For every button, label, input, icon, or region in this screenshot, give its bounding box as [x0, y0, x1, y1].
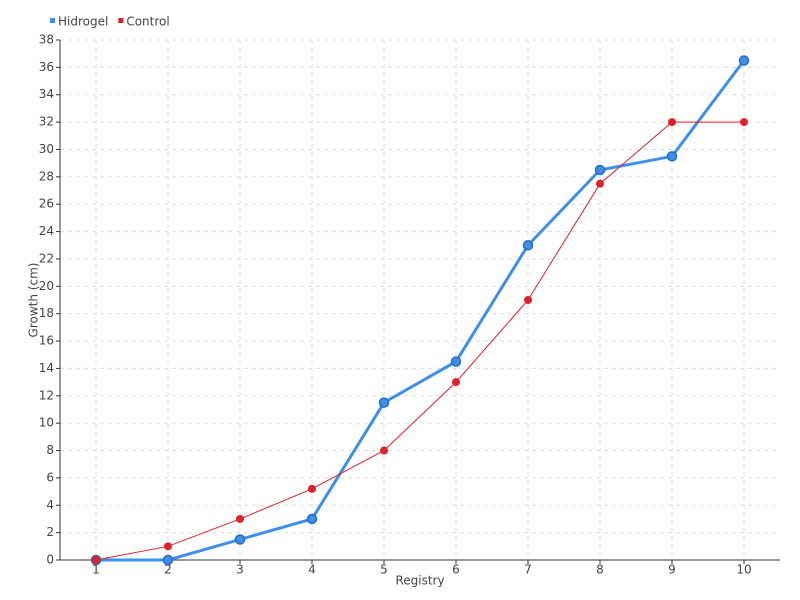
data-point [740, 118, 748, 127]
x-tick-label: 10 [736, 563, 751, 577]
x-tick-label: 7 [524, 563, 532, 577]
y-tick-label: 36 [39, 60, 54, 74]
y-tick-label: 24 [39, 224, 54, 238]
data-point [234, 534, 246, 545]
data-point [380, 446, 388, 455]
data-point [450, 356, 462, 367]
y-tick-label: 2 [46, 525, 54, 539]
x-tick-label: 1 [92, 563, 100, 577]
series-line [96, 59, 746, 562]
data-point [92, 556, 100, 564]
y-tick-label: 20 [39, 279, 54, 293]
data-point [596, 179, 604, 188]
x-tick-label: 8 [596, 563, 604, 577]
x-axis-label: Registry [395, 574, 444, 588]
y-tick-label: 22 [39, 251, 54, 265]
x-tick-label: 4 [308, 563, 316, 577]
x-tick-label: 9 [668, 563, 676, 577]
data-point [162, 554, 174, 566]
data-point [164, 542, 172, 551]
y-tick-label: 34 [39, 87, 54, 101]
y-tick-label: 10 [39, 416, 54, 430]
data-point [306, 513, 318, 525]
y-tick-label: 38 [39, 33, 54, 47]
legend-swatch [50, 18, 55, 23]
legend-swatch [118, 18, 124, 23]
data-point [668, 118, 676, 127]
data-point [522, 240, 534, 251]
data-point [378, 397, 390, 408]
y-tick-label: 6 [46, 470, 54, 484]
legend-label: Hidrogel [58, 15, 108, 29]
y-tick-label: 30 [39, 142, 54, 156]
data-point [308, 484, 316, 493]
y-tick-label: 14 [39, 361, 54, 375]
y-tick-label: 28 [39, 169, 54, 183]
x-tick-label: 6 [452, 563, 460, 577]
data-point [666, 151, 678, 162]
y-tick-label: 32 [39, 115, 54, 129]
data-point [236, 514, 244, 523]
legend-label: Control [126, 15, 169, 29]
y-tick-label: 8 [46, 443, 54, 457]
x-tick-label: 5 [380, 563, 388, 577]
series-line [95, 121, 744, 561]
y-tick-label: 4 [46, 498, 54, 512]
data-point [452, 378, 460, 387]
y-tick-label: 16 [39, 334, 54, 348]
x-tick-label: 3 [236, 563, 244, 577]
y-tick-label: 0 [46, 553, 54, 567]
y-tick-label: 26 [39, 197, 54, 211]
y-axis-label: Growth (cm) [27, 263, 41, 338]
y-tick-label: 12 [39, 388, 54, 402]
y-tick-label: 18 [39, 306, 54, 320]
data-point [738, 55, 750, 66]
data-point [524, 296, 532, 304]
x-tick-label: 2 [164, 563, 172, 577]
data-point [594, 164, 606, 176]
